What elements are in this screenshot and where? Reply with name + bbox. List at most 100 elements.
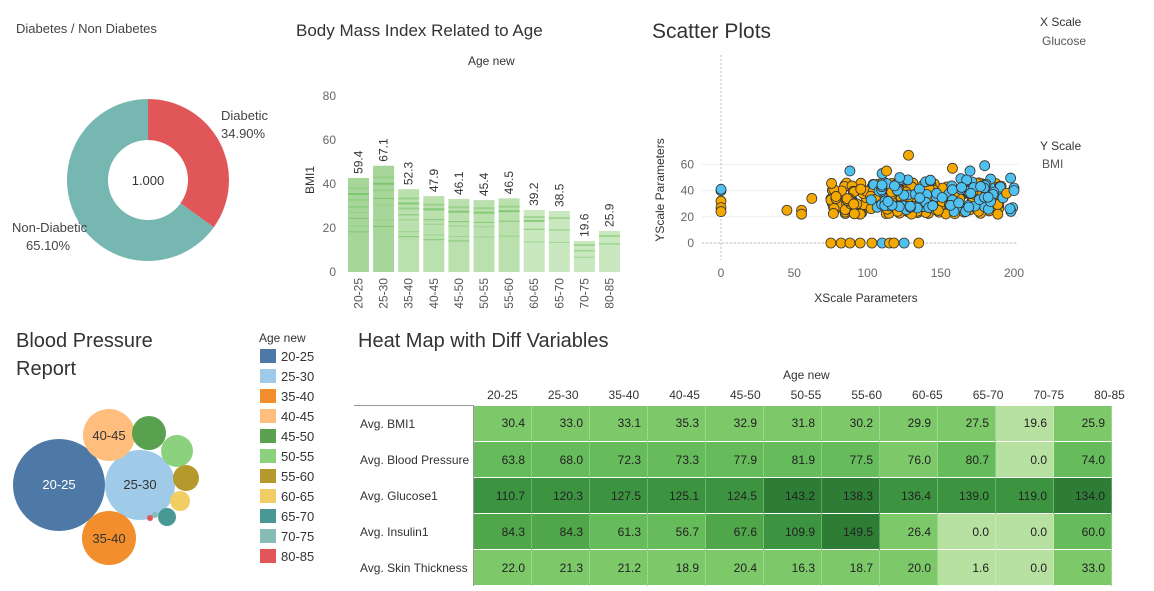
heatmap-cell[interactable]: 136.4 (879, 477, 938, 514)
scatter-point[interactable] (854, 237, 866, 249)
heatmap-cell[interactable]: 27.5 (937, 405, 996, 442)
heatmap-cell[interactable]: 80.7 (937, 441, 996, 478)
heatmap-cell[interactable]: 33.0 (531, 405, 590, 442)
heatmap-cell[interactable]: 76.0 (879, 441, 938, 478)
legend-item-80-85[interactable]: 80-85 (260, 546, 314, 566)
bmi-bar[interactable] (599, 230, 620, 272)
bubble-45-50[interactable] (132, 416, 166, 450)
scatter-point[interactable] (881, 165, 892, 177)
heatmap-cell[interactable]: 33.1 (589, 405, 648, 442)
heatmap-cell[interactable]: 0.0 (995, 513, 1054, 550)
heatmap-cell[interactable]: 21.3 (531, 549, 590, 586)
heatmap-cell[interactable]: 21.2 (589, 549, 648, 586)
scatter-point[interactable] (844, 237, 856, 249)
scatter-point[interactable] (806, 193, 818, 204)
heatmap-cell[interactable]: 22.0 (473, 549, 532, 586)
heatmap-cell[interactable]: 74.0 (1053, 441, 1112, 478)
heatmap-cell[interactable]: 0.0 (995, 441, 1054, 478)
bmi-bar[interactable] (448, 198, 470, 272)
bmi-bar[interactable] (373, 165, 395, 272)
scatter-point[interactable] (898, 237, 910, 249)
scatter-point[interactable] (947, 162, 958, 174)
heatmap-cell[interactable]: 81.9 (763, 441, 822, 478)
scatter-point[interactable] (914, 192, 926, 204)
scatter-point[interactable] (927, 200, 939, 212)
scatter-point[interactable] (946, 184, 958, 196)
legend-item-60-65[interactable]: 60-65 (260, 486, 314, 506)
scatter-point[interactable] (982, 191, 994, 203)
heatmap-cell[interactable]: 68.0 (531, 441, 590, 478)
heatmap-cell[interactable]: 138.3 (821, 477, 880, 514)
scatter-point[interactable] (715, 206, 727, 217)
scatter-point[interactable] (796, 208, 807, 220)
scatter-point[interactable] (975, 181, 987, 192)
heatmap-cell[interactable]: 63.8 (473, 441, 532, 478)
scatter-point[interactable] (844, 165, 856, 177)
heatmap-cell[interactable]: 109.9 (763, 513, 822, 550)
bubble-55-60[interactable] (173, 465, 199, 491)
heatmap-cell[interactable]: 127.5 (589, 477, 648, 514)
heatmap-cell[interactable]: 18.7 (821, 549, 880, 586)
scatter-point[interactable] (781, 204, 793, 216)
legend-item-45-50[interactable]: 45-50 (260, 426, 314, 446)
legend-item-70-75[interactable]: 70-75 (260, 526, 314, 546)
heatmap-cell[interactable]: 20.4 (705, 549, 764, 586)
heatmap-cell[interactable]: 125.1 (647, 477, 706, 514)
bmi-bar[interactable] (523, 209, 545, 272)
heatmap-cell[interactable]: 30.4 (473, 405, 532, 442)
scatter-point[interactable] (825, 237, 837, 249)
scatter-point[interactable] (925, 174, 936, 186)
bubble-35-40[interactable] (82, 511, 136, 565)
bmi-bar[interactable] (398, 189, 420, 272)
heatmap-cell[interactable]: 25.9 (1053, 405, 1112, 442)
heatmap-cell[interactable]: 61.3 (589, 513, 648, 550)
heatmap-cell[interactable]: 67.6 (705, 513, 764, 550)
scatter-point[interactable] (848, 208, 860, 220)
y-scale-value[interactable]: BMI (1042, 157, 1064, 171)
heatmap-cell[interactable]: 33.0 (1053, 549, 1112, 586)
scatter-point[interactable] (888, 237, 900, 249)
heatmap-cell[interactable]: 119.0 (995, 477, 1054, 514)
x-scale-value[interactable]: Glucose (1042, 34, 1087, 48)
legend-item-25-30[interactable]: 25-30 (260, 366, 314, 386)
scatter-point[interactable] (953, 197, 965, 209)
bubble-20-25[interactable] (13, 439, 105, 531)
heatmap-cell[interactable]: 134.0 (1053, 477, 1112, 514)
legend-item-55-60[interactable]: 55-60 (260, 466, 314, 486)
heatmap-cell[interactable]: 1.6 (937, 549, 996, 586)
heatmap-cell[interactable]: 30.2 (821, 405, 880, 442)
heatmap-cell[interactable]: 35.3 (647, 405, 706, 442)
bubble-40-45[interactable] (83, 409, 135, 461)
scatter-point[interactable] (1004, 203, 1016, 215)
scatter-point[interactable] (964, 165, 976, 177)
bmi-bar[interactable] (348, 177, 369, 272)
bubble-70-75[interactable] (152, 512, 158, 518)
scatter-point[interactable] (830, 191, 842, 202)
heatmap-cell[interactable]: 84.3 (531, 513, 590, 550)
donut-segment-diabetic[interactable] (148, 99, 229, 228)
scatter-point[interactable] (715, 183, 727, 195)
bmi-bar[interactable] (423, 196, 445, 272)
scatter-point[interactable] (865, 194, 877, 206)
heatmap-cell[interactable]: 19.6 (995, 405, 1054, 442)
heatmap-cell[interactable]: 143.2 (763, 477, 822, 514)
heatmap-cell[interactable]: 29.9 (879, 405, 938, 442)
scatter-point[interactable] (979, 160, 991, 172)
heatmap-cell[interactable]: 60.0 (1053, 513, 1112, 550)
legend-item-50-55[interactable]: 50-55 (260, 446, 314, 466)
heatmap-cell[interactable]: 31.8 (763, 405, 822, 442)
bmi-bar[interactable] (498, 198, 520, 272)
scatter-point[interactable] (992, 208, 1004, 220)
heatmap-cell[interactable]: 16.3 (763, 549, 822, 586)
bmi-bar[interactable] (548, 211, 570, 272)
legend-item-35-40[interactable]: 35-40 (260, 386, 314, 406)
heatmap-cell[interactable]: 0.0 (995, 549, 1054, 586)
scatter-point[interactable] (848, 198, 860, 210)
scatter-point[interactable] (894, 172, 906, 183)
heatmap-cell[interactable]: 73.3 (647, 441, 706, 478)
bubble-25-30[interactable] (105, 450, 175, 520)
scatter-point[interactable] (855, 183, 867, 195)
scatter-point[interactable] (913, 237, 925, 249)
scatter-point[interactable] (866, 237, 878, 249)
heatmap-cell[interactable]: 149.5 (821, 513, 880, 550)
